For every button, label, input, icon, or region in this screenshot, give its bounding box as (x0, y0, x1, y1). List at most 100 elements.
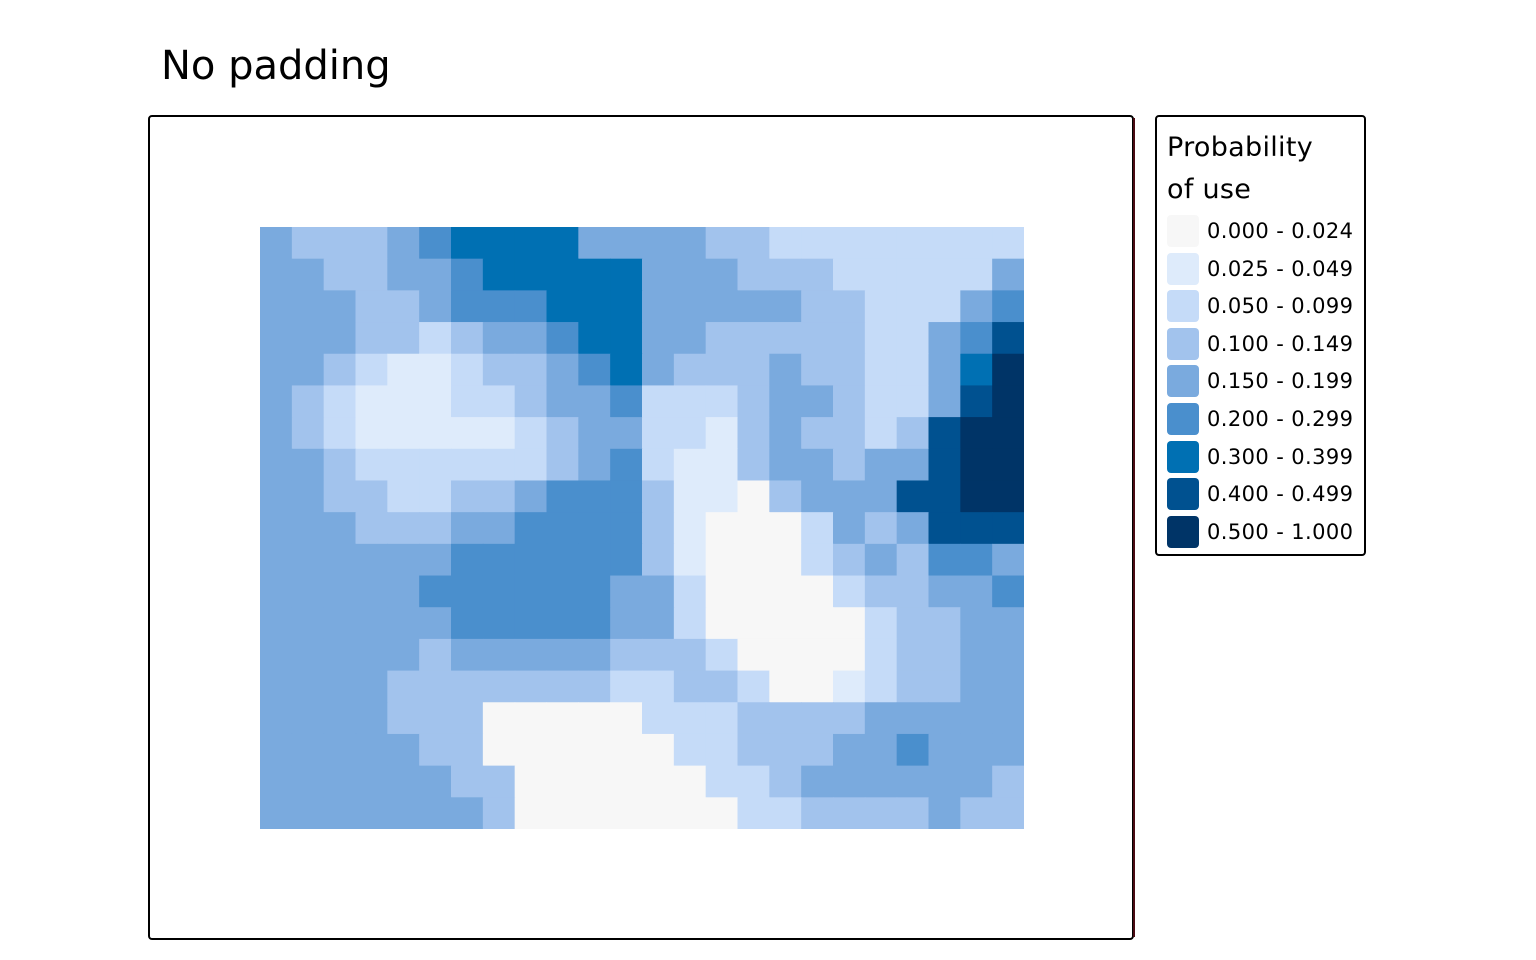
raster-cell (419, 417, 452, 450)
raster-cell (419, 385, 452, 418)
raster-cell (896, 385, 930, 418)
raster-cell (260, 702, 293, 735)
raster-cell (801, 638, 834, 672)
raster-cell (419, 670, 452, 703)
raster-cell (864, 258, 898, 291)
raster-cell (801, 607, 834, 640)
raster-cell (928, 543, 961, 577)
raster-cell (482, 448, 516, 482)
raster-cell (610, 227, 643, 260)
raster-cell (864, 448, 898, 482)
raster-cell (705, 670, 739, 703)
raster-cell (673, 638, 707, 672)
raster-cell (355, 512, 388, 545)
raster-cell (323, 733, 357, 767)
raster-cell (833, 417, 866, 450)
raster-cell (673, 322, 707, 355)
raster-cell (546, 733, 579, 767)
raster-cell (355, 417, 388, 450)
raster-cell (546, 385, 579, 418)
raster-cell (387, 797, 420, 829)
raster-cell (578, 448, 611, 482)
raster-cell (992, 448, 1024, 482)
raster-cell (960, 227, 993, 260)
legend-item: 0.100 - 0.149 (1167, 327, 1362, 362)
raster-cell (737, 670, 770, 703)
raster-cell (737, 322, 770, 355)
raster-cell (355, 543, 388, 577)
raster-cell (896, 290, 930, 323)
raster-cell (642, 575, 675, 608)
raster-cell (642, 670, 675, 703)
raster-cell (419, 322, 452, 355)
raster-cell (896, 702, 930, 735)
raster-cell (673, 353, 707, 387)
raster-cell (323, 385, 357, 418)
raster-cell (323, 670, 357, 703)
raster-cell (482, 543, 516, 577)
legend-item: 0.500 - 1.000 (1167, 515, 1362, 550)
raster-cell (673, 797, 707, 829)
raster-cell (387, 322, 420, 355)
raster-cell (673, 480, 707, 513)
raster-cell (482, 702, 516, 735)
raster-cell (546, 543, 579, 577)
raster-cell (578, 480, 611, 513)
raster-cell (960, 448, 993, 482)
raster-cell (387, 353, 420, 387)
raster-cell (419, 575, 452, 608)
raster-cell (833, 797, 866, 829)
raster-cell (578, 575, 611, 608)
raster-cell (514, 702, 548, 735)
raster-cell (673, 385, 707, 418)
raster-cell (514, 322, 548, 355)
raster-cell (514, 290, 548, 323)
raster-cell (737, 353, 770, 387)
raster-cell (864, 417, 898, 450)
raster-cell (896, 448, 930, 482)
raster-cell (673, 543, 707, 577)
raster-cell (419, 353, 452, 387)
raster-cell (260, 290, 293, 323)
raster-cell (705, 797, 739, 829)
raster-cell (928, 797, 961, 829)
raster-cell (419, 543, 452, 577)
raster-cell (323, 448, 357, 482)
raster-cell (291, 385, 325, 418)
raster-cell (291, 448, 325, 482)
raster-cell (387, 258, 420, 291)
raster-cell (737, 227, 770, 260)
raster-cell (419, 733, 452, 767)
raster-cell (801, 385, 834, 418)
raster-cell (896, 638, 930, 672)
raster-cell (864, 575, 898, 608)
raster-cell (801, 417, 834, 450)
raster-cell (578, 385, 611, 418)
raster-cell (992, 670, 1024, 703)
raster-cell (960, 733, 993, 767)
raster-cell (578, 290, 611, 323)
raster-cell (864, 543, 898, 577)
raster-cell (291, 733, 325, 767)
raster-cell (291, 765, 325, 798)
raster-cell (769, 702, 802, 735)
raster-cell (673, 733, 707, 767)
raster-cell (705, 290, 739, 323)
raster-cell (323, 258, 357, 291)
raster-cell (610, 480, 643, 513)
raster-cell (673, 702, 707, 735)
raster-cell (928, 765, 961, 798)
raster-cell (323, 543, 357, 577)
raster-cell (992, 258, 1024, 291)
raster-cell (896, 797, 930, 829)
raster-cell (546, 258, 579, 291)
raster-cell (833, 765, 866, 798)
raster-cell (992, 322, 1024, 355)
raster-cell (546, 353, 579, 387)
legend-title-line-1: Probability (1167, 132, 1314, 163)
raster-cell (546, 322, 579, 355)
raster-cell (928, 607, 961, 640)
raster-cell (482, 607, 516, 640)
raster-cell (260, 512, 293, 545)
raster-cell (769, 227, 802, 260)
